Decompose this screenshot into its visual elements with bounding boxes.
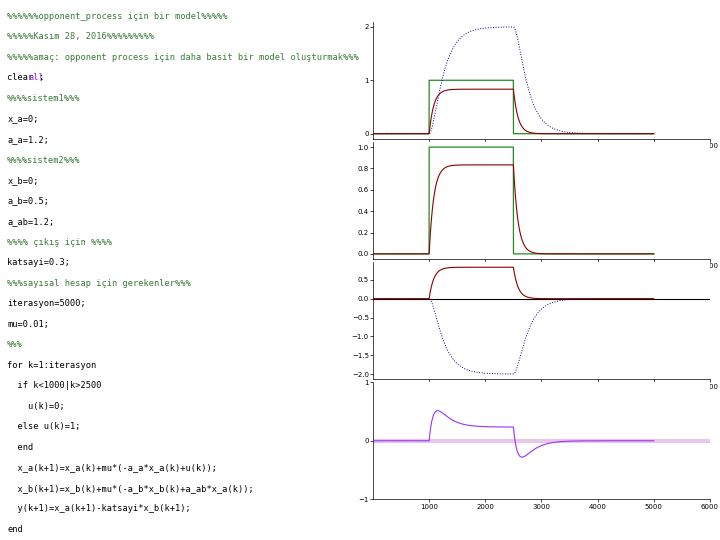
Text: ;: ; xyxy=(39,73,44,83)
Text: x_a(k+1)=x_a(k)+mu*(-a_a*x_a(k)+u(k));: x_a(k+1)=x_a(k)+mu*(-a_a*x_a(k)+u(k)); xyxy=(7,463,217,472)
Text: katsayi=0.3;: katsayi=0.3; xyxy=(7,258,71,267)
Text: u(k)=0;: u(k)=0; xyxy=(7,402,65,411)
Text: for k=1:iterasyon: for k=1:iterasyon xyxy=(7,361,96,370)
Text: %%%%%Kasım 28, 2016%%%%%%%%%: %%%%%Kasım 28, 2016%%%%%%%%% xyxy=(7,32,154,42)
Text: x_a=0;: x_a=0; xyxy=(7,114,39,124)
Text: a_ab=1.2;: a_ab=1.2; xyxy=(7,217,55,226)
Text: %%%sayısal hesap için gerekenler%%%: %%%sayısal hesap için gerekenler%%% xyxy=(7,279,191,288)
Text: end: end xyxy=(7,443,33,452)
Text: mu=0.01;: mu=0.01; xyxy=(7,320,49,329)
Text: all: all xyxy=(28,73,44,83)
Text: else u(k)=1;: else u(k)=1; xyxy=(7,422,81,431)
Text: iterasyon=5000;: iterasyon=5000; xyxy=(7,299,86,308)
Text: x_b=0;: x_b=0; xyxy=(7,176,39,185)
Text: clear: clear xyxy=(7,73,39,83)
Text: end: end xyxy=(7,525,23,534)
Text: a_b=0.5;: a_b=0.5; xyxy=(7,197,49,206)
Text: %%%: %%% xyxy=(7,340,23,349)
Text: %%%% çıkış için %%%%: %%%% çıkış için %%%% xyxy=(7,238,112,247)
Text: x_b(k+1)=x_b(k)+mu*(-a_b*x_b(k)+a_ab*x_a(k));: x_b(k+1)=x_b(k)+mu*(-a_b*x_b(k)+a_ab*x_a… xyxy=(7,484,254,493)
Text: %%%%%%opponent_process için bir model%%%%%: %%%%%%opponent_process için bir model%%%… xyxy=(7,12,228,21)
Text: %%%%sistem2%%%: %%%%sistem2%%% xyxy=(7,156,81,165)
Text: %%%%%amaç: opponent process için daha basit bir model oluşturmak%%%: %%%%%amaç: opponent process için daha ba… xyxy=(7,53,359,62)
Text: y(k+1)=x_a(k+1)-katsayi*x_b(k+1);: y(k+1)=x_a(k+1)-katsayi*x_b(k+1); xyxy=(7,504,191,514)
Text: %%%%sistem1%%%: %%%%sistem1%%% xyxy=(7,94,81,103)
Text: if k<1000|k>2500: if k<1000|k>2500 xyxy=(7,381,102,390)
Text: a_a=1.2;: a_a=1.2; xyxy=(7,135,49,144)
